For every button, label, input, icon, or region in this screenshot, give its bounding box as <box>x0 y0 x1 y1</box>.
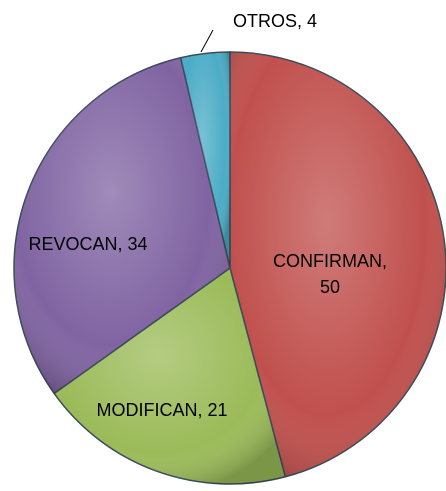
leader-line <box>200 29 214 53</box>
data-label: OTROS, 4 <box>233 11 317 31</box>
data-label: REVOCAN, 34 <box>28 234 147 254</box>
data-label: CONFIRMAN, 50 <box>273 251 387 297</box>
labels: CONFIRMAN, 50 MODIFICAN, 21 REVOCAN, 34 OTRO… <box>28 11 387 420</box>
data-label: MODIFICAN, 21 <box>96 400 227 420</box>
